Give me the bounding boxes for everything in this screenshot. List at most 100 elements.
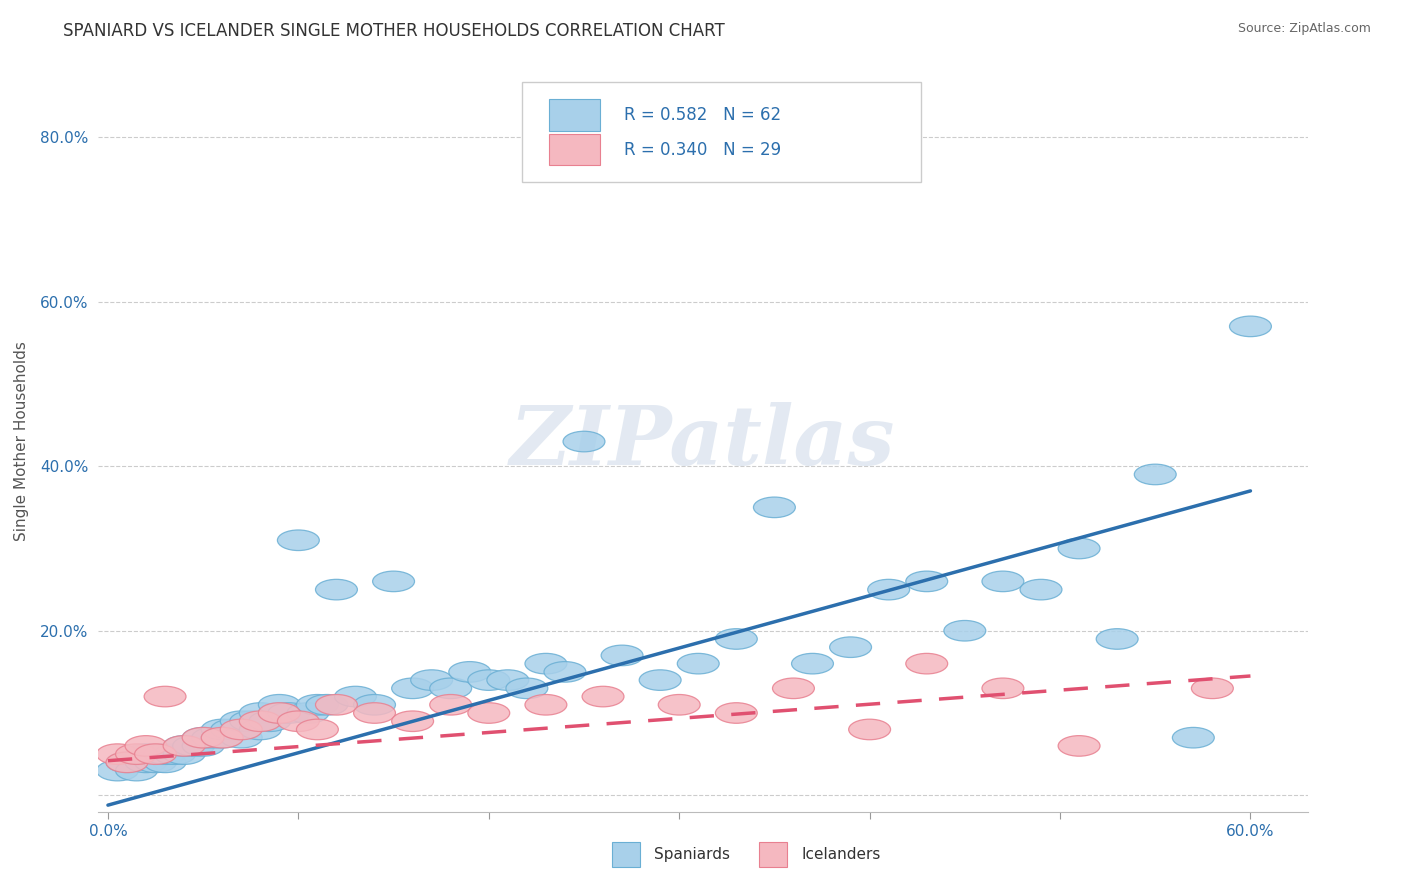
Ellipse shape	[315, 579, 357, 600]
Ellipse shape	[221, 719, 262, 739]
Ellipse shape	[524, 695, 567, 715]
Ellipse shape	[640, 670, 681, 690]
Ellipse shape	[449, 662, 491, 682]
Ellipse shape	[125, 752, 167, 772]
FancyBboxPatch shape	[550, 100, 600, 130]
Ellipse shape	[981, 571, 1024, 591]
Text: R = 0.340   N = 29: R = 0.340 N = 29	[624, 141, 782, 159]
Ellipse shape	[97, 744, 138, 764]
Ellipse shape	[868, 579, 910, 600]
Ellipse shape	[905, 653, 948, 674]
Ellipse shape	[277, 711, 319, 731]
Ellipse shape	[249, 711, 291, 731]
Ellipse shape	[582, 686, 624, 706]
Ellipse shape	[506, 678, 548, 698]
Ellipse shape	[373, 571, 415, 591]
Ellipse shape	[353, 703, 395, 723]
Ellipse shape	[392, 678, 433, 698]
Ellipse shape	[411, 670, 453, 690]
Ellipse shape	[524, 653, 567, 674]
Ellipse shape	[315, 695, 357, 715]
Ellipse shape	[792, 653, 834, 674]
Ellipse shape	[97, 760, 138, 780]
Ellipse shape	[1229, 316, 1271, 336]
Ellipse shape	[430, 678, 471, 698]
Ellipse shape	[562, 431, 605, 452]
Ellipse shape	[183, 727, 224, 748]
Ellipse shape	[239, 711, 281, 731]
Ellipse shape	[754, 497, 796, 517]
Ellipse shape	[201, 727, 243, 748]
Ellipse shape	[430, 695, 471, 715]
Ellipse shape	[353, 695, 395, 715]
Ellipse shape	[830, 637, 872, 657]
Ellipse shape	[287, 703, 329, 723]
Ellipse shape	[259, 703, 301, 723]
Text: Icelanders: Icelanders	[801, 847, 880, 862]
Ellipse shape	[135, 752, 177, 772]
Y-axis label: Single Mother Households: Single Mother Households	[14, 342, 30, 541]
Text: Spaniards: Spaniards	[654, 847, 730, 862]
Ellipse shape	[211, 719, 253, 739]
Ellipse shape	[486, 670, 529, 690]
Ellipse shape	[468, 670, 510, 690]
Ellipse shape	[115, 744, 157, 764]
Ellipse shape	[135, 744, 177, 764]
Ellipse shape	[905, 571, 948, 591]
Ellipse shape	[269, 703, 309, 723]
Ellipse shape	[981, 678, 1024, 698]
Ellipse shape	[221, 727, 262, 748]
Ellipse shape	[716, 703, 758, 723]
Ellipse shape	[145, 752, 186, 772]
Ellipse shape	[173, 736, 215, 756]
Ellipse shape	[602, 645, 643, 665]
Ellipse shape	[658, 695, 700, 715]
Ellipse shape	[183, 727, 224, 748]
Ellipse shape	[183, 736, 224, 756]
Ellipse shape	[115, 760, 157, 780]
Ellipse shape	[125, 736, 167, 756]
Ellipse shape	[145, 686, 186, 706]
Ellipse shape	[229, 711, 271, 731]
Ellipse shape	[201, 719, 243, 739]
FancyBboxPatch shape	[522, 82, 921, 183]
Ellipse shape	[1135, 464, 1177, 484]
Ellipse shape	[1059, 736, 1099, 756]
Ellipse shape	[105, 752, 148, 772]
Ellipse shape	[201, 727, 243, 748]
Ellipse shape	[191, 727, 233, 748]
Ellipse shape	[1173, 727, 1215, 748]
Text: R = 0.582   N = 62: R = 0.582 N = 62	[624, 106, 782, 124]
Ellipse shape	[772, 678, 814, 698]
Ellipse shape	[297, 695, 339, 715]
Ellipse shape	[163, 736, 205, 756]
Ellipse shape	[1019, 579, 1062, 600]
Ellipse shape	[468, 703, 510, 723]
Ellipse shape	[105, 752, 148, 772]
Ellipse shape	[277, 530, 319, 550]
Ellipse shape	[544, 662, 586, 682]
Ellipse shape	[678, 653, 720, 674]
Text: Source: ZipAtlas.com: Source: ZipAtlas.com	[1237, 22, 1371, 36]
Ellipse shape	[163, 744, 205, 764]
Text: ZIPatlas: ZIPatlas	[510, 401, 896, 482]
Ellipse shape	[392, 711, 433, 731]
Ellipse shape	[163, 736, 205, 756]
Ellipse shape	[153, 744, 195, 764]
Ellipse shape	[943, 621, 986, 641]
Ellipse shape	[849, 719, 890, 739]
Ellipse shape	[259, 695, 301, 715]
Ellipse shape	[716, 629, 758, 649]
Ellipse shape	[145, 744, 186, 764]
Ellipse shape	[221, 711, 262, 731]
Ellipse shape	[259, 703, 301, 723]
Ellipse shape	[239, 719, 281, 739]
Ellipse shape	[1059, 538, 1099, 558]
Ellipse shape	[125, 744, 167, 764]
Ellipse shape	[307, 695, 347, 715]
Ellipse shape	[335, 686, 377, 706]
Ellipse shape	[297, 719, 339, 739]
Ellipse shape	[1191, 678, 1233, 698]
Ellipse shape	[239, 703, 281, 723]
Text: SPANIARD VS ICELANDER SINGLE MOTHER HOUSEHOLDS CORRELATION CHART: SPANIARD VS ICELANDER SINGLE MOTHER HOUS…	[63, 22, 725, 40]
